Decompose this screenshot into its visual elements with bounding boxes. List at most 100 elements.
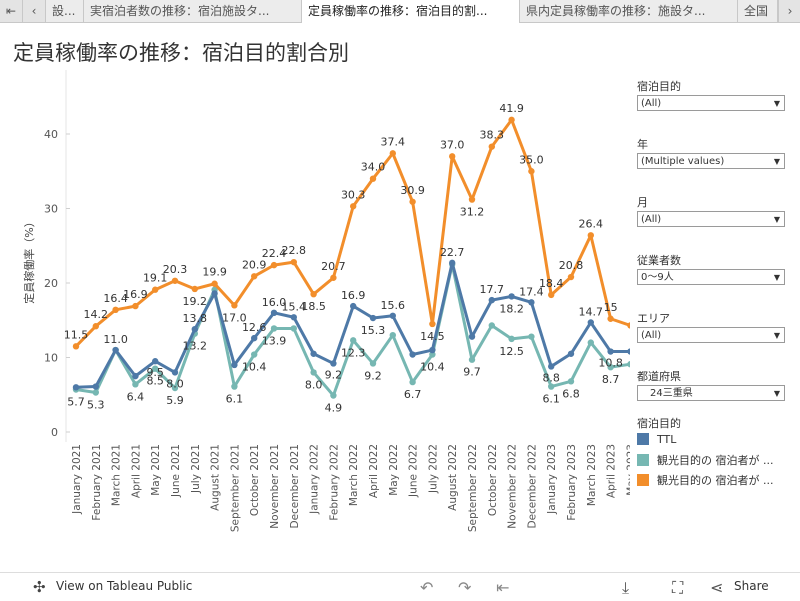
data-point[interactable] (587, 319, 594, 326)
data-point[interactable] (607, 363, 614, 371)
tab-0[interactable]: 設... (46, 0, 84, 22)
data-point[interactable] (587, 339, 594, 346)
data-point[interactable] (152, 286, 159, 293)
filter-year-select[interactable]: (Multiple values) ▼ (637, 153, 785, 169)
data-point[interactable] (112, 306, 119, 314)
data-point[interactable] (567, 273, 575, 281)
data-point[interactable] (330, 360, 337, 367)
data-point[interactable] (191, 285, 198, 293)
data-point[interactable] (231, 383, 238, 390)
data-point[interactable] (528, 168, 535, 175)
data-point[interactable] (369, 175, 377, 182)
data-point[interactable] (251, 351, 258, 358)
legend-item-orange[interactable]: 観光目的の 宿泊者が ... (637, 474, 773, 488)
data-point[interactable] (330, 392, 337, 399)
data-point[interactable] (132, 372, 139, 380)
data-point[interactable] (627, 322, 630, 329)
data-point[interactable] (607, 348, 614, 355)
data-point[interactable] (587, 232, 594, 239)
data-point[interactable] (270, 309, 278, 316)
data-point[interactable] (508, 116, 515, 124)
data-point[interactable] (310, 290, 317, 298)
revert-icon[interactable]: ⇤ (496, 578, 510, 597)
data-point[interactable] (548, 291, 555, 299)
filter-purpose-select[interactable]: (All) ▼ (637, 95, 785, 111)
data-point[interactable] (409, 378, 416, 386)
data-point[interactable] (548, 363, 555, 370)
data-point[interactable] (152, 365, 159, 372)
data-point[interactable] (528, 299, 535, 306)
data-point[interactable] (429, 351, 436, 358)
data-point[interactable] (290, 314, 297, 321)
data-point[interactable] (369, 360, 377, 367)
data-point[interactable] (449, 259, 456, 267)
data-point[interactable] (211, 290, 218, 297)
data-point[interactable] (429, 320, 436, 328)
data-point[interactable] (251, 334, 258, 342)
data-point[interactable] (152, 358, 159, 365)
data-point[interactable] (270, 261, 278, 269)
data-point[interactable] (468, 333, 476, 340)
data-point[interactable] (488, 322, 495, 329)
data-point[interactable] (429, 346, 436, 354)
fullscreen-icon[interactable]: ⛶ (672, 578, 684, 597)
share-icon[interactable]: ⋖ (710, 578, 724, 597)
data-point[interactable] (548, 383, 555, 390)
data-point[interactable] (290, 258, 297, 266)
data-point[interactable] (488, 143, 495, 150)
prev-tab-icon[interactable]: ‹ (23, 0, 46, 22)
data-point[interactable] (132, 381, 139, 388)
view-on-tableau-link[interactable]: View on Tableau Public (56, 579, 193, 593)
data-point[interactable] (468, 356, 476, 363)
data-point[interactable] (389, 312, 396, 319)
data-point[interactable] (92, 323, 100, 330)
data-point[interactable] (488, 296, 495, 304)
data-point[interactable] (231, 302, 238, 309)
data-point[interactable] (409, 351, 416, 358)
data-point[interactable] (191, 325, 198, 333)
data-point[interactable] (389, 150, 396, 157)
undo-icon[interactable]: ↶ (420, 578, 434, 597)
next-tab-icon[interactable]: › (778, 0, 800, 22)
data-point[interactable] (449, 153, 456, 160)
tab-1[interactable]: 実宿泊者数の推移：宿泊施設タ... (84, 0, 302, 22)
legend-item-teal[interactable]: 観光目的の 宿泊者が ... (637, 454, 773, 468)
data-point[interactable] (389, 331, 396, 339)
data-point[interactable] (350, 337, 357, 344)
data-point[interactable] (528, 333, 535, 340)
data-point[interactable] (231, 361, 238, 369)
filter-prefecture-select[interactable]: 24三重県 ▼ (637, 385, 785, 401)
filter-employees-select[interactable]: 0〜9人 ▼ (637, 269, 785, 285)
data-point[interactable] (369, 314, 377, 322)
data-point[interactable] (567, 350, 575, 357)
data-point[interactable] (251, 273, 258, 280)
data-point[interactable] (171, 277, 179, 284)
data-point[interactable] (468, 196, 476, 203)
data-point[interactable] (310, 369, 317, 376)
data-point[interactable] (72, 384, 80, 391)
data-point[interactable] (211, 280, 218, 287)
filter-area-select[interactable]: (All) ▼ (637, 327, 785, 343)
data-point[interactable] (350, 302, 357, 310)
share-button[interactable]: Share (734, 579, 769, 593)
data-point[interactable] (92, 383, 100, 390)
data-point[interactable] (627, 348, 630, 355)
tab-2[interactable]: 定員稼働率の推移：宿泊目的割... (302, 0, 520, 23)
legend-item-ttl[interactable]: TTL (637, 433, 676, 447)
redo-icon[interactable]: ↷ (458, 578, 472, 597)
data-point[interactable] (92, 389, 100, 396)
tab-4[interactable]: 全国 (738, 0, 778, 22)
data-point[interactable] (607, 315, 614, 322)
filter-month-select[interactable]: (All) ▼ (637, 211, 785, 227)
data-point[interactable] (112, 346, 119, 354)
data-point[interactable] (627, 361, 630, 368)
data-point[interactable] (72, 343, 80, 350)
data-point[interactable] (270, 325, 278, 332)
download-icon[interactable]: ⤓ (622, 578, 630, 597)
tab-3[interactable]: 県内定員稼働率の推移：施設タ... (520, 0, 738, 22)
data-point[interactable] (171, 369, 179, 376)
data-point[interactable] (310, 350, 317, 357)
data-point[interactable] (508, 335, 515, 343)
data-point[interactable] (330, 274, 337, 281)
data-point[interactable] (290, 325, 297, 332)
